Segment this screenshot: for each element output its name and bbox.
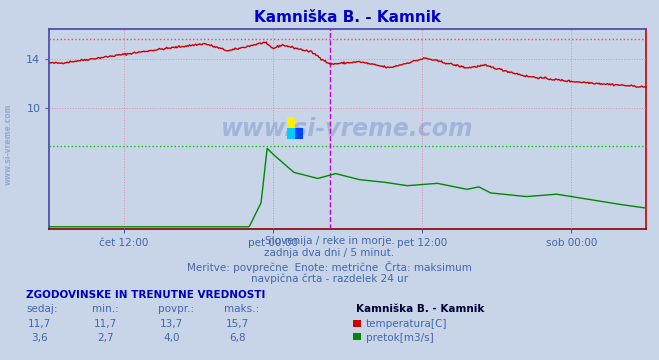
Text: 3,6: 3,6 (31, 333, 48, 343)
Text: 2,7: 2,7 (97, 333, 114, 343)
Text: Meritve: povprečne  Enote: metrične  Črta: maksimum: Meritve: povprečne Enote: metrične Črta:… (187, 261, 472, 273)
Text: 11,7: 11,7 (94, 319, 117, 329)
Bar (295, 128, 303, 139)
Text: maks.:: maks.: (224, 304, 259, 314)
Text: zadnja dva dni / 5 minut.: zadnja dva dni / 5 minut. (264, 248, 395, 258)
Bar (295, 117, 303, 128)
Text: 11,7: 11,7 (28, 319, 51, 329)
Text: min.:: min.: (92, 304, 119, 314)
Text: www.si-vreme.com: www.si-vreme.com (221, 117, 474, 141)
Text: 15,7: 15,7 (225, 319, 249, 329)
Bar (287, 117, 295, 128)
Text: 13,7: 13,7 (159, 319, 183, 329)
Text: Slovenija / reke in morje.: Slovenija / reke in morje. (264, 236, 395, 246)
Text: pretok[m3/s]: pretok[m3/s] (366, 333, 434, 343)
Title: Kamniška B. - Kamnik: Kamniška B. - Kamnik (254, 10, 441, 25)
Text: 6,8: 6,8 (229, 333, 246, 343)
Bar (287, 128, 295, 139)
Text: sedaj:: sedaj: (26, 304, 58, 314)
Text: povpr.:: povpr.: (158, 304, 194, 314)
Text: navpična črta - razdelek 24 ur: navpična črta - razdelek 24 ur (251, 274, 408, 284)
Text: temperatura[C]: temperatura[C] (366, 319, 447, 329)
Text: Kamniška B. - Kamnik: Kamniška B. - Kamnik (356, 304, 484, 314)
Text: www.si-vreme.com: www.si-vreme.com (3, 103, 13, 185)
Text: ZGODOVINSKE IN TRENUTNE VREDNOSTI: ZGODOVINSKE IN TRENUTNE VREDNOSTI (26, 290, 266, 300)
Text: 4,0: 4,0 (163, 333, 180, 343)
